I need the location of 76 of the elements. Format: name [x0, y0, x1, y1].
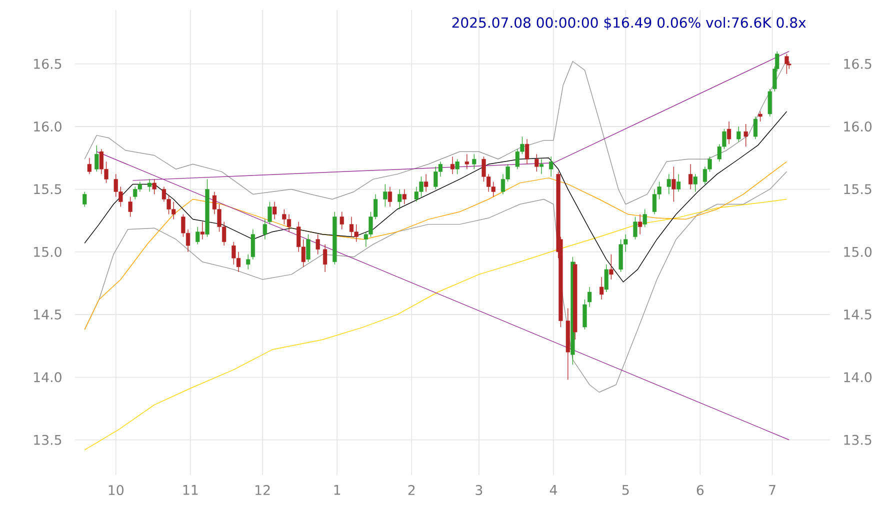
- candlestick: [688, 164, 693, 190]
- y2-tick-label: 14.5: [844, 310, 872, 320]
- x-tick-label: 4: [550, 485, 557, 495]
- candlestick: [94, 145, 99, 172]
- candlestick: [758, 111, 762, 122]
- candlestick: [268, 201, 272, 225]
- x-tick-label: 3: [476, 485, 482, 496]
- candlestick: [736, 126, 741, 142]
- candlestick: [398, 188, 402, 210]
- line-series: [84, 198, 788, 450]
- chart-title: 2025.07.08 00:00:00 $16.49 0.06% vol:76.6K 0.8x: [452, 17, 806, 30]
- y-tick-label: 14.0: [34, 372, 62, 382]
- candlestick: [450, 156, 455, 175]
- candlestick: [524, 138, 530, 164]
- candlestick: [152, 178, 156, 195]
- candlestick: [402, 188, 406, 205]
- candlestick: [250, 228, 255, 260]
- candlestick: [539, 158, 544, 175]
- candlestick: [306, 234, 310, 262]
- candlestick: [693, 174, 698, 192]
- candlestick: [246, 254, 250, 270]
- candlestick: [534, 154, 539, 172]
- y2-tick-label: 15.5: [844, 184, 872, 194]
- candlestick: [672, 166, 676, 202]
- candlestick: [587, 286, 592, 308]
- candlestick: [196, 226, 200, 245]
- candlestick: [316, 234, 320, 255]
- candlestick: [676, 174, 681, 192]
- line-series: [84, 161, 788, 330]
- x-tick-label: 5: [622, 485, 629, 495]
- candlestick: [272, 201, 277, 220]
- y-tick-label: 15.5: [34, 184, 62, 194]
- candlestick: [549, 156, 554, 178]
- y2-tick-label: 15.0: [844, 246, 872, 257]
- x-tick-label: 10: [108, 485, 124, 496]
- x-tick-label: 11: [183, 485, 198, 495]
- candlestick: [638, 214, 642, 235]
- candlestick: [582, 299, 587, 330]
- y-tick-label: 14.5: [34, 310, 62, 320]
- candlestick: [642, 208, 647, 228]
- candlestick: [383, 184, 388, 208]
- candlestick: [388, 186, 392, 208]
- candlestick: [609, 254, 614, 280]
- candlestick: [768, 88, 772, 117]
- candlestick: [455, 158, 460, 175]
- y-tick-label: 15.0: [34, 246, 62, 257]
- candlestick: [147, 178, 152, 192]
- x-tick-label: 6: [696, 485, 704, 496]
- y2-tick-label: 14.0: [844, 372, 872, 382]
- candlestick: [472, 154, 476, 170]
- candlestick: [633, 216, 638, 240]
- candlestick: [87, 158, 92, 175]
- y2-tick-label: 13.5: [844, 434, 872, 445]
- candlestick: [744, 124, 748, 147]
- candlestick: [753, 116, 758, 140]
- x-tick-label: 1: [334, 485, 340, 495]
- candlestick: [600, 276, 604, 300]
- candlestick: [82, 191, 87, 208]
- candlestick: [666, 174, 671, 195]
- y-tick-label: 16.5: [34, 58, 62, 69]
- y-tick-label: 16.0: [34, 121, 62, 132]
- y2-tick-label: 16.5: [844, 58, 872, 69]
- candlestick: [604, 264, 608, 292]
- candlestick: [323, 244, 328, 272]
- y-tick-label: 13.5: [34, 434, 62, 445]
- candlestick: [464, 154, 469, 170]
- x-tick-label: 12: [256, 485, 270, 495]
- candlestick: [726, 121, 732, 144]
- candlestick: [424, 174, 428, 192]
- candlestick: [262, 218, 268, 240]
- x-tick-label: 2: [408, 485, 415, 495]
- candlestick: [200, 221, 204, 240]
- x-tick-label: 7: [769, 485, 776, 495]
- candlestick: [340, 211, 344, 230]
- candlestick: [128, 196, 132, 218]
- y2-tick-label: 16.0: [844, 121, 872, 132]
